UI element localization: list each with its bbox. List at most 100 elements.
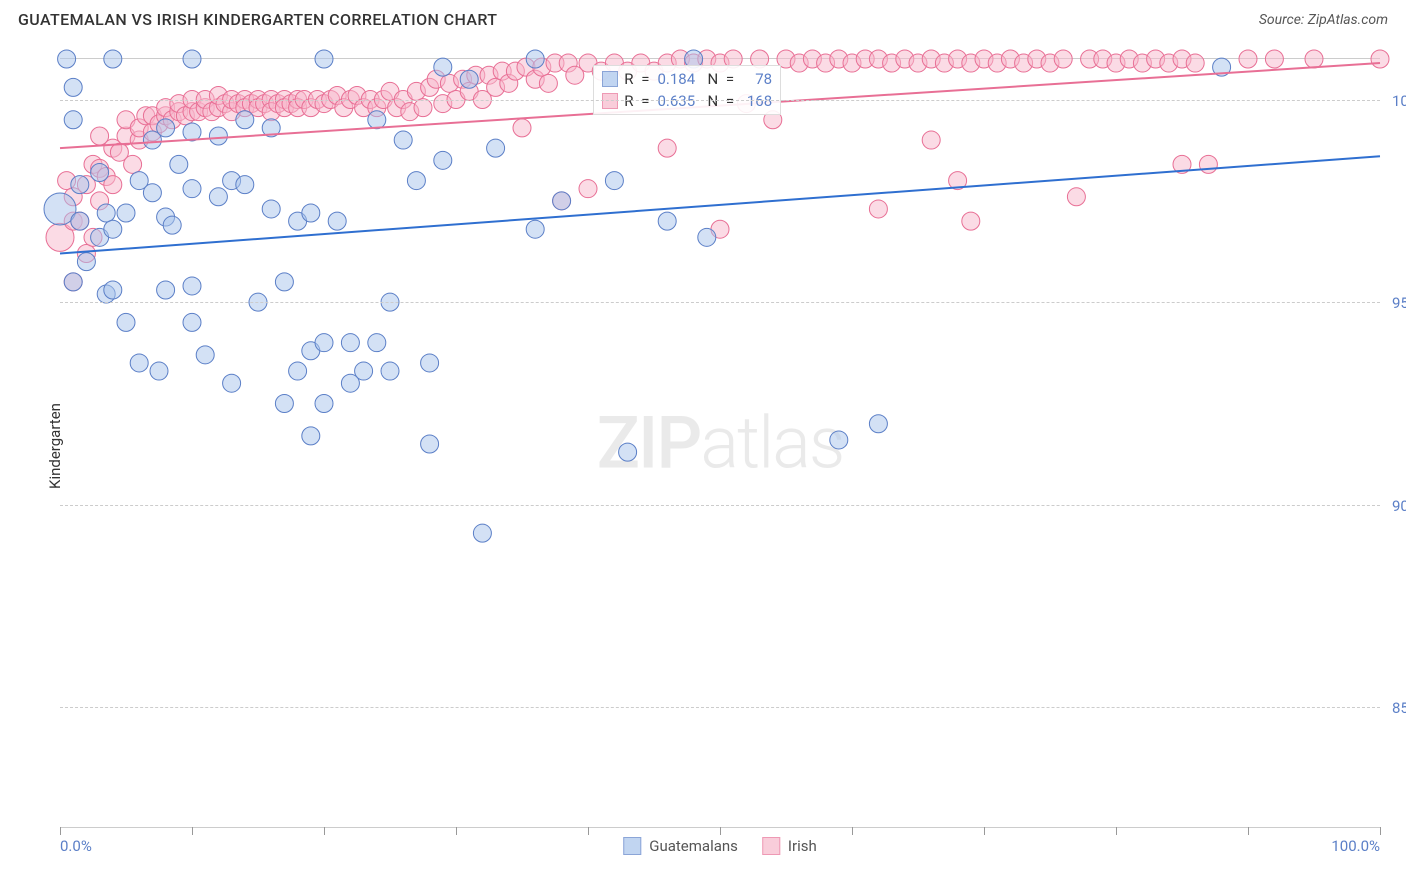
guatemalans-point (355, 362, 373, 380)
irish-point (124, 155, 142, 173)
guatemalans-point (209, 188, 227, 206)
guatemalans-point (97, 204, 115, 222)
guatemalans-point (275, 273, 293, 291)
guatemalans-point (421, 435, 439, 453)
n-label: N = (707, 90, 736, 112)
chart-source: Source: ZipAtlas.com (1259, 12, 1388, 28)
guatemalans-point (183, 277, 201, 295)
guatemalans-point (163, 216, 181, 234)
guatemalans-point (64, 273, 82, 291)
r-label: R = (624, 68, 651, 90)
guatemalans-point (117, 204, 135, 222)
n-label: N = (707, 68, 736, 90)
legend-item: Guatemalans (623, 837, 738, 855)
legend-swatch (602, 93, 618, 109)
irish-point (922, 131, 940, 149)
x-tick (588, 827, 589, 835)
x-tick (456, 827, 457, 835)
y-tick-label: 100.0% (1392, 92, 1406, 110)
irish-point (1054, 50, 1072, 68)
guatemalans-point (381, 362, 399, 380)
legend-item: Irish (762, 837, 817, 855)
guatemalans-point (91, 163, 109, 181)
guatemalans-point (71, 176, 89, 194)
guatemalans-point (341, 334, 359, 352)
irish-point (1186, 54, 1204, 72)
x-tick (720, 827, 721, 835)
y-tick-label: 85.0% (1392, 699, 1406, 717)
irish-point (513, 119, 531, 137)
x-tick (852, 827, 853, 835)
x-tick (192, 827, 193, 835)
x-tick-label: 0.0% (60, 837, 92, 855)
guatemalans-point (289, 362, 307, 380)
guatemalans-point (104, 50, 122, 68)
guatemalans-point (150, 362, 168, 380)
irish-point (962, 212, 980, 230)
bottom-legend: Guatemalans Irish (623, 837, 816, 855)
x-tick (984, 827, 985, 835)
guatemalans-point (315, 394, 333, 412)
guatemalans-point (77, 253, 95, 271)
guatemalans-point (869, 415, 887, 433)
irish-point (1371, 50, 1389, 68)
legend-swatch (602, 71, 618, 87)
guatemalans-point (183, 180, 201, 198)
x-tick (1116, 827, 1117, 835)
guatemalans-point (157, 281, 175, 299)
guatemalans-point (196, 346, 214, 364)
irish-point (1265, 50, 1283, 68)
chart-title: GUATEMALAN VS IRISH KINDERGARTEN CORRELA… (18, 10, 497, 29)
n-value: 168 (742, 90, 772, 112)
guatemalans-point (157, 119, 175, 137)
guatemalans-point (209, 127, 227, 145)
guatemalans-point (328, 212, 346, 230)
x-tick (1248, 827, 1249, 835)
x-tick-label: 100.0% (1331, 837, 1380, 855)
guatemalans-point (619, 443, 637, 461)
y-tick-label: 95.0% (1392, 294, 1406, 312)
guatemalans-point (368, 334, 386, 352)
guatemalans-point (262, 200, 280, 218)
legend-label: Guatemalans (649, 837, 738, 855)
irish-point (1305, 50, 1323, 68)
irish-point (658, 139, 676, 157)
irish-point (869, 200, 887, 218)
guatemalans-point (183, 50, 201, 68)
guatemalans-point (64, 111, 82, 129)
irish-point (1239, 50, 1257, 68)
guatemalans-point (434, 58, 452, 76)
chart-plot-area: ZIPatlas R =0.184N =78R =0.635N =168 Gua… (60, 58, 1380, 828)
guatemalans-point (223, 374, 241, 392)
guatemalans-point (315, 50, 333, 68)
y-tick-label: 90.0% (1392, 497, 1406, 515)
guatemalans-point (421, 354, 439, 372)
guatemalans-point (605, 172, 623, 190)
guatemalans-point (487, 139, 505, 157)
guatemalans-point (236, 111, 254, 129)
guatemalans-point (143, 184, 161, 202)
guatemalans-point (183, 313, 201, 331)
irish-point (1199, 155, 1217, 173)
guatemalans-point (315, 334, 333, 352)
guatemalans-point (407, 172, 425, 190)
irish-point (1067, 188, 1085, 206)
r-value: 0.184 (657, 68, 701, 90)
guatemalans-point (473, 524, 491, 542)
scatter-svg (60, 59, 1380, 827)
x-tick (1380, 827, 1381, 835)
guatemalans-point (71, 212, 89, 230)
guatemalans-point (170, 155, 188, 173)
irish-point (579, 180, 597, 198)
guatemalans-point (553, 192, 571, 210)
guatemalans-point (526, 50, 544, 68)
irish-point (539, 74, 557, 92)
gridline: 85.0% (60, 707, 1380, 708)
x-tick (60, 827, 61, 835)
correlation-stats-box: R =0.184N =78R =0.635N =168 (593, 65, 781, 115)
guatemalans-point (368, 111, 386, 129)
guatemalans-point (526, 220, 544, 238)
guatemalans-point (830, 431, 848, 449)
n-value: 78 (742, 68, 772, 90)
gridline: 95.0% (60, 302, 1380, 303)
